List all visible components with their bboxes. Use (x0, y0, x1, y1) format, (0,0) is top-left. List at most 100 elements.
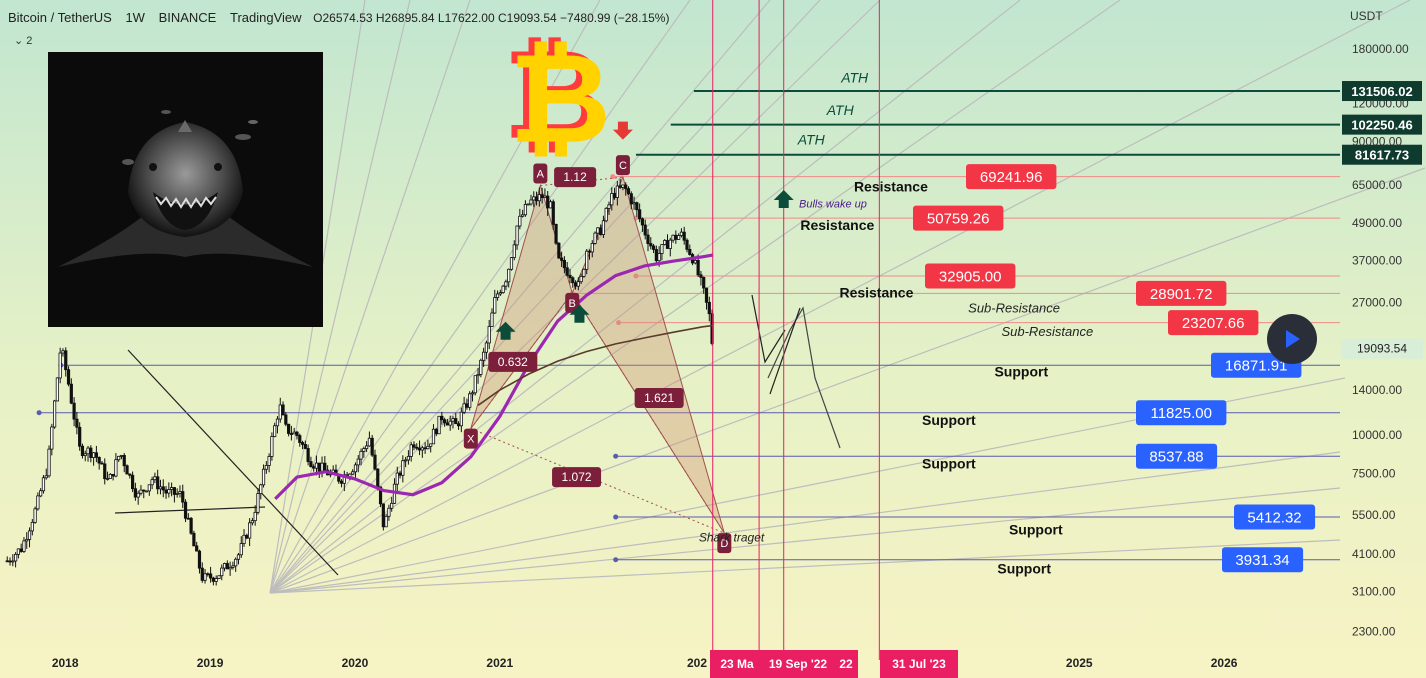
candle-body (674, 234, 678, 240)
candle (58, 347, 62, 384)
candle-body (649, 243, 653, 247)
candle-body (456, 423, 461, 427)
candle-body (5, 560, 9, 563)
level-anchor (616, 320, 622, 326)
indicators-toggle[interactable]: ⌄ 2 (14, 35, 33, 47)
candle-body (267, 456, 271, 466)
candle-body (560, 257, 564, 261)
candle-body (119, 455, 124, 457)
candle (270, 432, 274, 461)
candle-body (83, 453, 87, 456)
candle-body (429, 443, 433, 447)
candle (640, 217, 645, 232)
candle (565, 262, 569, 277)
candle-body (39, 490, 43, 497)
candle-body (61, 350, 65, 354)
candle-body (490, 312, 494, 327)
candle-body (685, 239, 689, 250)
candle-body (557, 242, 561, 259)
annotation-text: Sub-Resistance (1001, 324, 1093, 339)
candle (526, 203, 530, 206)
candle-body (704, 287, 709, 303)
candle-body (289, 433, 294, 435)
candle-body (487, 326, 491, 344)
interval-label[interactable]: 1W (125, 10, 145, 25)
point-box (615, 155, 630, 176)
candle-body (314, 462, 319, 469)
candle (189, 516, 193, 535)
candle (105, 471, 110, 481)
candle (225, 560, 229, 570)
candle-body (454, 418, 458, 425)
bd-dotted (571, 292, 725, 534)
candle-body (22, 540, 26, 552)
candle-body (468, 393, 472, 408)
candle (624, 182, 628, 196)
candle (459, 407, 463, 433)
candle (370, 434, 374, 457)
candle-body (376, 468, 380, 488)
candle (264, 461, 268, 474)
y-tick-label: 10000.00 (1352, 428, 1402, 442)
pattern-point-c: C (615, 155, 630, 176)
candle (228, 561, 232, 576)
candle-body (445, 422, 450, 426)
candle-body (612, 193, 617, 198)
date-range-highlight (710, 650, 858, 678)
candle (381, 503, 385, 531)
play-icon (1286, 330, 1300, 348)
candle-body (615, 185, 619, 198)
candle-body (33, 508, 37, 523)
pattern-point-d: D (717, 533, 732, 554)
level-price-label: 50759.26 (913, 205, 1004, 231)
candle-body (75, 418, 79, 428)
candle (515, 225, 519, 250)
candle (582, 268, 586, 278)
candle (217, 575, 221, 580)
shark-image (48, 52, 323, 327)
candle-body (406, 456, 411, 461)
y-tick-label: 2300.00 (1352, 624, 1396, 638)
candle (214, 575, 218, 586)
point-box (533, 163, 548, 184)
candle-body (420, 447, 424, 451)
candle (66, 366, 71, 387)
level-anchor (633, 273, 639, 279)
candle-body (30, 521, 34, 532)
candle (136, 490, 140, 505)
candle (156, 469, 160, 495)
annotation-text: Bulls wake up (799, 198, 867, 210)
candles (5, 178, 714, 586)
candle-body (660, 244, 664, 254)
candle-body (142, 489, 146, 492)
symbol-name[interactable]: Bitcoin / TetherUS (8, 10, 112, 25)
candle (638, 203, 642, 223)
play-button[interactable] (1267, 314, 1317, 364)
candle-body (668, 239, 672, 249)
candle-body (571, 277, 575, 284)
candle-body (298, 435, 302, 443)
candle (579, 273, 583, 285)
pattern-point-b: B (565, 292, 580, 313)
level-price-label-text: 16871.91 (1225, 358, 1288, 375)
candle-body (278, 404, 282, 420)
ratio-label: 1.12 (554, 167, 597, 188)
ratio-box (488, 351, 538, 372)
candle (72, 397, 76, 427)
candle-body (596, 227, 600, 234)
candle (651, 243, 656, 254)
candle-body (387, 507, 391, 517)
candle (103, 458, 107, 485)
candle-body (646, 234, 650, 244)
candle-body (27, 530, 32, 540)
candle-body (273, 425, 277, 437)
ratio-text: 1.621 (644, 391, 674, 405)
candle-body (264, 465, 268, 470)
candle-body (19, 548, 23, 552)
fan-line (269, 487, 1341, 594)
candle (688, 244, 692, 256)
candle-body (579, 275, 583, 283)
candle (576, 277, 580, 291)
